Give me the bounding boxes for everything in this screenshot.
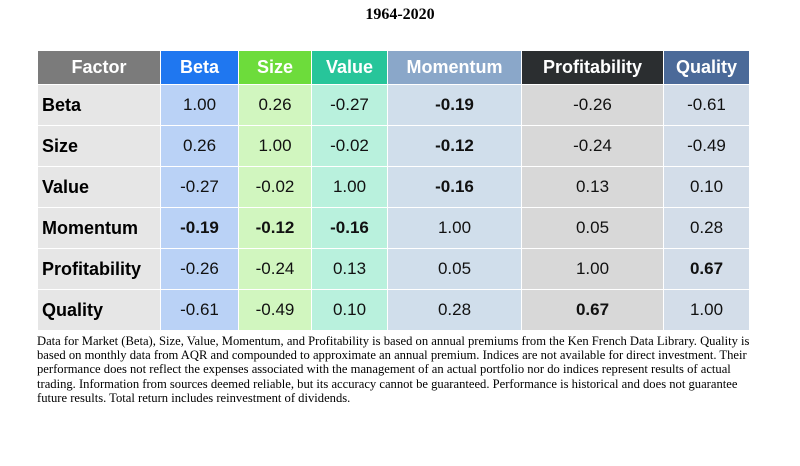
table-row: Profitability -0.26 -0.24 0.13 0.05 1.00 0.67	[37, 248, 750, 290]
table-cell: -0.02	[311, 125, 388, 167]
header-row: Factor Beta Size Value Momentum Profitab…	[37, 50, 750, 85]
table-cell: -0.26	[160, 248, 239, 290]
table-cell: 0.26	[160, 125, 239, 167]
table-cell: -0.12	[387, 125, 522, 167]
row-label: Profitability	[37, 248, 161, 290]
table-cell: -0.12	[238, 207, 312, 249]
table-cell: 1.00	[311, 166, 388, 208]
header-momentum: Momentum	[387, 50, 522, 85]
table-cell: 0.28	[387, 289, 522, 331]
table-cell: 0.28	[663, 207, 750, 249]
table-cell: -0.19	[160, 207, 239, 249]
table-cell: -0.27	[311, 84, 388, 126]
table-row: Quality -0.61 -0.49 0.10 0.28 0.67 1.00	[37, 289, 750, 331]
table-cell: -0.61	[160, 289, 239, 331]
disclaimer-note: Data for Market (Beta), Size, Value, Mom…	[37, 334, 750, 405]
header-factor: Factor	[37, 50, 161, 85]
table-cell: 0.05	[521, 207, 664, 249]
header-quality: Quality	[663, 50, 750, 85]
table-row: Momentum -0.19 -0.12 -0.16 1.00 0.05 0.28	[37, 207, 750, 249]
table-row: Value -0.27 -0.02 1.00 -0.16 0.13 0.10	[37, 166, 750, 208]
table-row: Beta 1.00 0.26 -0.27 -0.19 -0.26 -0.61	[37, 84, 750, 126]
table-cell: -0.16	[311, 207, 388, 249]
table-cell: -0.49	[238, 289, 312, 331]
header-profitability: Profitability	[521, 50, 664, 85]
correlation-table: Factor Beta Size Value Momentum Profitab…	[37, 50, 750, 331]
table-cell: 0.05	[387, 248, 522, 290]
table-cell: 0.26	[238, 84, 312, 126]
table-cell: 1.00	[160, 84, 239, 126]
header-beta: Beta	[160, 50, 239, 85]
header-size: Size	[238, 50, 312, 85]
table-cell: -0.24	[238, 248, 312, 290]
table-cell: 1.00	[521, 248, 664, 290]
table-cell: -0.02	[238, 166, 312, 208]
row-label: Quality	[37, 289, 161, 331]
table-cell: -0.27	[160, 166, 239, 208]
table-cell: 1.00	[238, 125, 312, 167]
chart-title: 1964-2020	[365, 6, 435, 23]
table-cell: 0.10	[663, 166, 750, 208]
table-cell: -0.26	[521, 84, 664, 126]
table-cell: -0.49	[663, 125, 750, 167]
table-cell: 0.67	[521, 289, 664, 331]
table-cell: 0.13	[521, 166, 664, 208]
table-cell: 1.00	[387, 207, 522, 249]
row-label: Beta	[37, 84, 161, 126]
row-label: Value	[37, 166, 161, 208]
table-cell: -0.61	[663, 84, 750, 126]
header-value: Value	[311, 50, 388, 85]
table-cell: 1.00	[663, 289, 750, 331]
table-cell: -0.24	[521, 125, 664, 167]
row-label: Size	[37, 125, 161, 167]
table-row: Size 0.26 1.00 -0.02 -0.12 -0.24 -0.49	[37, 125, 750, 167]
row-label: Momentum	[37, 207, 161, 249]
table-body: Beta 1.00 0.26 -0.27 -0.19 -0.26 -0.61 Size 0.26…	[37, 84, 750, 331]
table-cell: 0.10	[311, 289, 388, 331]
table-cell: -0.16	[387, 166, 522, 208]
table-cell: -0.19	[387, 84, 522, 126]
table-cell: 0.13	[311, 248, 388, 290]
table-cell: 0.67	[663, 248, 750, 290]
